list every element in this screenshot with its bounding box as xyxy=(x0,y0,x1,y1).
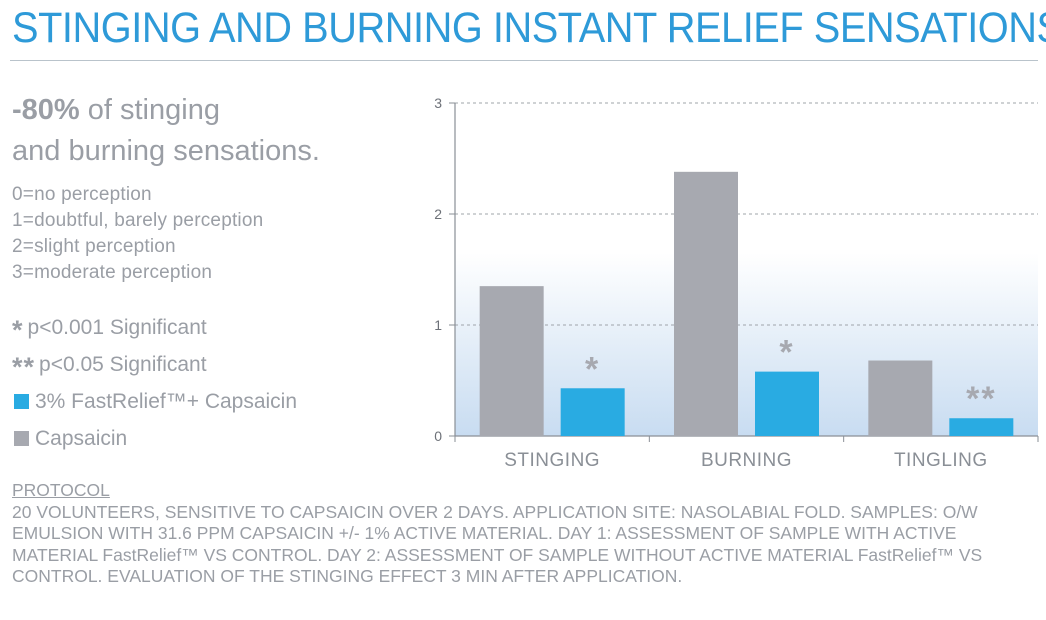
bar-chart: 0 1 2 3 * STINGING * BURNING ** TINGLING xyxy=(434,95,1039,471)
title-divider xyxy=(10,60,1038,61)
headline-line-2: and burning sensations. xyxy=(12,135,320,167)
scale-item-1: 1=doubtful, barely perception xyxy=(12,210,264,231)
significance-marker: ** xyxy=(966,380,996,418)
bar-capsaicin xyxy=(868,360,933,436)
asterisk-icon: * xyxy=(12,315,24,345)
legend-significance-2: ** p<0.05 Significant xyxy=(12,346,297,383)
headline-value: -80% xyxy=(12,94,80,126)
protocol-heading: PROTOCOL xyxy=(12,480,110,500)
capsaicin-swatch xyxy=(14,431,29,446)
scale-item-3: 3=moderate perception xyxy=(12,262,213,283)
headline: -80% of stinging and burning sensations. xyxy=(12,90,320,172)
page-title: STINGING AND BURNING INSTANT RELIEF SENS… xyxy=(12,4,1046,52)
y-tick-label: 1 xyxy=(434,317,442,333)
protocol: PROTOCOL 20 VOLUNTEERS, SENSITIVE TO CAP… xyxy=(12,480,1012,588)
significance-marker: * xyxy=(585,350,600,388)
scale-item-2: 2=slight perception xyxy=(12,236,176,257)
legend-significance-1-label: p<0.001 Significant xyxy=(27,315,207,339)
legend-series-fastrelief: 3% FastRelief™+ Capsaicin xyxy=(12,383,297,420)
bar-fastrelief xyxy=(755,371,819,436)
legend-series-capsaicin: Capsaicin xyxy=(12,420,297,457)
plot-area xyxy=(455,103,1038,436)
x-category-label: STINGING xyxy=(504,450,600,471)
significance-marker: * xyxy=(779,334,794,372)
scale-item-0: 0=no perception xyxy=(12,184,152,205)
y-tick-label: 0 xyxy=(434,428,442,444)
bar-fastrelief xyxy=(560,388,625,436)
bar-fastrelief xyxy=(949,418,1014,436)
legend: * p<0.001 Significant ** p<0.05 Signific… xyxy=(12,309,297,457)
bar-capsaicin xyxy=(674,171,738,436)
perception-scale: 0=no perception 1=doubtful, barely perce… xyxy=(12,182,263,286)
y-tick-label: 2 xyxy=(434,206,442,222)
protocol-body: 20 VOLUNTEERS, SENSITIVE TO CAPSAICIN OV… xyxy=(12,501,983,587)
y-tick-label: 3 xyxy=(434,95,442,111)
legend-series-fastrelief-label: 3% FastRelief™+ Capsaicin xyxy=(35,389,298,413)
legend-series-capsaicin-label: Capsaicin xyxy=(35,426,128,450)
headline-text-1: of stinging xyxy=(79,94,220,126)
bar-capsaicin xyxy=(479,286,544,436)
headline-line-1: -80% of stinging xyxy=(12,90,320,131)
fastrelief-swatch xyxy=(14,394,29,409)
x-category-label: BURNING xyxy=(701,450,792,471)
double-asterisk-icon: ** xyxy=(12,352,36,382)
legend-significance-1: * p<0.001 Significant xyxy=(12,309,297,346)
x-category-label: TINGLING xyxy=(894,450,988,471)
legend-significance-2-label: p<0.05 Significant xyxy=(39,352,207,376)
